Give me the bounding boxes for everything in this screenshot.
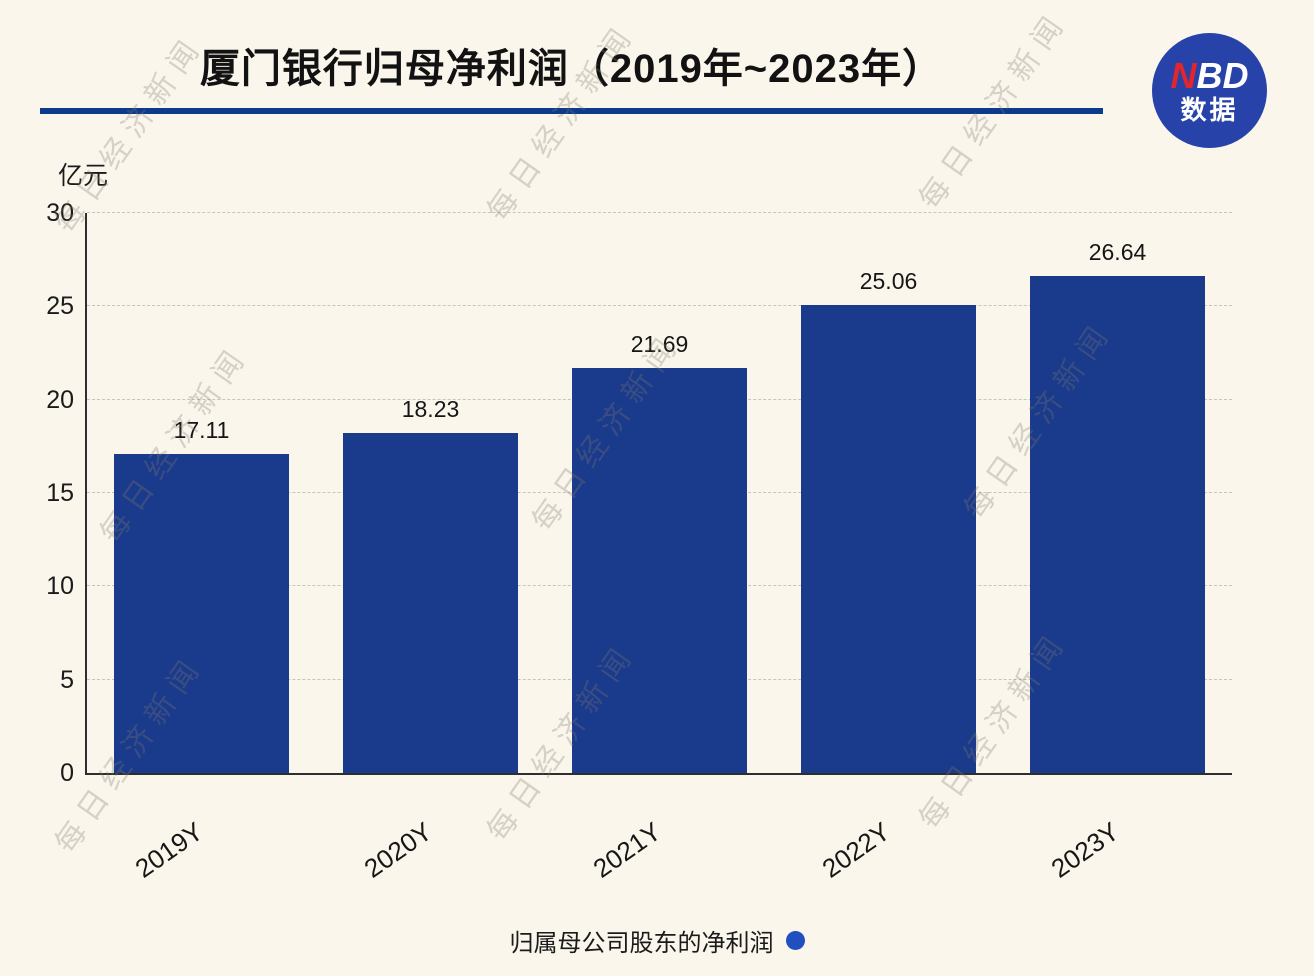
y-tick-label: 20 bbox=[46, 385, 74, 414]
bar-value-label: 21.69 bbox=[630, 331, 689, 358]
y-axis-tick-labels: 0 5 10 15 20 25 30 bbox=[0, 199, 74, 787]
bar-2022Y bbox=[801, 305, 976, 773]
y-tick-label: 0 bbox=[60, 759, 74, 787]
x-axis-label: 2022Y bbox=[816, 816, 896, 884]
bar-2021Y bbox=[572, 368, 747, 773]
legend-marker-dot bbox=[785, 931, 805, 950]
nbd-logo: NBD 数据 bbox=[1152, 33, 1267, 148]
plot-area: 17.11 18.23 21.69 25.06 26.64 bbox=[85, 212, 1232, 775]
logo-subtitle: 数据 bbox=[1180, 94, 1239, 125]
y-axis-unit-label: 亿元 bbox=[58, 162, 109, 190]
logo-wordmark: NBD bbox=[1170, 54, 1249, 96]
chart-title: 厦门银行归母净利润（2019年~2023年） bbox=[199, 47, 944, 91]
x-axis-label: 2021Y bbox=[587, 816, 667, 884]
bar-value-label: 17.11 bbox=[173, 416, 230, 443]
bar-2020Y bbox=[343, 432, 518, 773]
bar-2023Y bbox=[1030, 275, 1205, 773]
logo-letter-n: N bbox=[1170, 54, 1197, 96]
legend: 归属母公司股东的净利润 bbox=[0, 923, 1314, 958]
title-underline bbox=[40, 108, 1103, 114]
bar-value-label: 25.06 bbox=[859, 268, 918, 295]
bar-value-label: 26.64 bbox=[1088, 238, 1147, 265]
gridline bbox=[87, 305, 1232, 307]
x-axis-tick-labels: 2019Y 2020Y 2021Y 2022Y 2023Y bbox=[85, 792, 1230, 892]
x-axis-label: 2023Y bbox=[1045, 816, 1125, 884]
bar-2019Y bbox=[114, 453, 289, 773]
y-tick-label: 30 bbox=[46, 199, 74, 227]
y-tick-label: 25 bbox=[46, 292, 74, 321]
x-axis-label: 2020Y bbox=[358, 816, 438, 884]
legend-label: 归属母公司股东的净利润 bbox=[509, 930, 774, 957]
logo-letters-bd: BD bbox=[1196, 54, 1249, 96]
y-tick-label: 15 bbox=[46, 479, 74, 507]
bar-value-label: 18.23 bbox=[401, 395, 460, 422]
x-axis-label: 2019Y bbox=[129, 816, 209, 884]
gridline bbox=[87, 212, 1232, 213]
y-tick-label: 5 bbox=[60, 665, 74, 694]
y-tick-label: 10 bbox=[46, 572, 74, 601]
